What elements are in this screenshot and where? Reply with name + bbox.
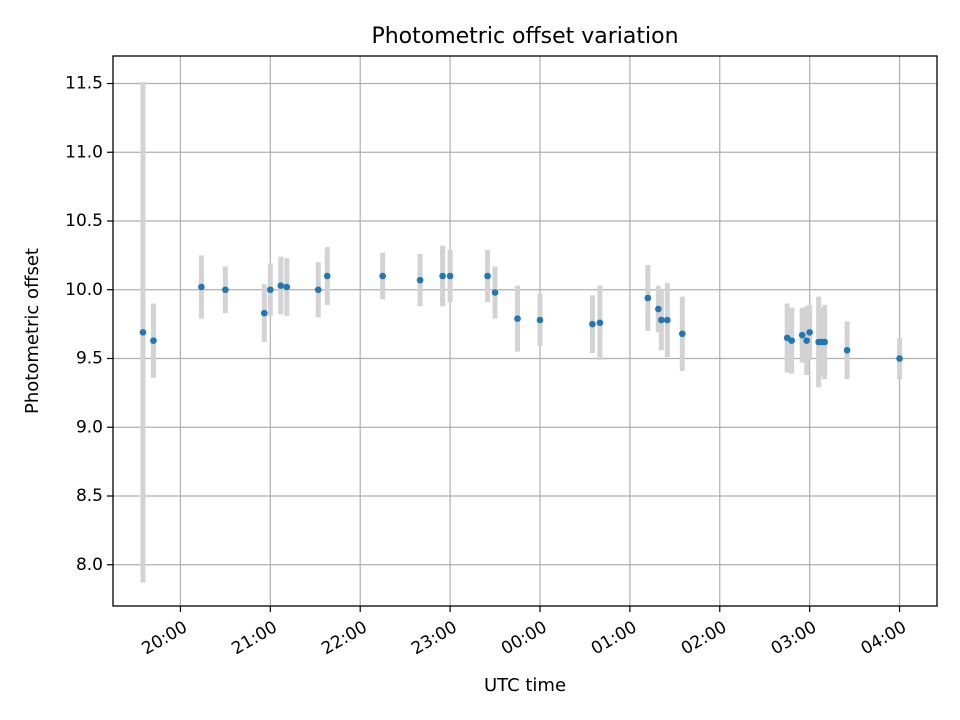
data-point — [821, 338, 828, 346]
data-point — [843, 346, 851, 354]
data-point — [439, 272, 446, 280]
data-point — [314, 286, 322, 294]
x-axis-label: UTC time — [484, 675, 566, 696]
y-axis-label: Photometric offset — [22, 248, 43, 414]
data-point — [150, 337, 157, 344]
data-point — [806, 329, 813, 336]
data-point — [222, 286, 229, 294]
data-point — [896, 355, 903, 362]
grid-lines — [113, 56, 937, 606]
data-point — [589, 320, 596, 328]
data-point — [484, 272, 491, 280]
x-tick-label: 03:00 — [768, 617, 820, 659]
data-point — [664, 316, 671, 324]
data-point — [798, 331, 806, 339]
axis-ticks: 20:00 21:00 22:00 23:00 00:00 01:00 02:00 03:00… — [65, 74, 910, 660]
y-tick-label: 10.5 — [65, 211, 103, 231]
data-point — [596, 319, 604, 327]
x-tick-label: 23:00 — [408, 617, 460, 659]
x-tick-label: 20:00 — [138, 617, 190, 659]
x-tick-label: 21:00 — [228, 617, 280, 659]
y-tick-label: 11.5 — [65, 74, 103, 94]
x-tick-label: 00:00 — [498, 617, 550, 659]
data-point — [416, 276, 424, 284]
data-point — [679, 330, 686, 338]
data-point — [491, 289, 499, 296]
data-point — [514, 315, 521, 322]
y-tick-label: 8.0 — [76, 555, 103, 575]
x-tick-label: 01:00 — [588, 617, 640, 659]
data-point — [655, 305, 662, 313]
y-tick-label: 10.0 — [65, 280, 103, 300]
plot-frame — [112, 55, 938, 607]
data-point — [283, 283, 291, 291]
y-tick-label: 9.0 — [76, 417, 103, 437]
chart-title: Photometric offset variation — [371, 24, 678, 49]
y-tick-label: 9.5 — [76, 349, 103, 369]
data-point — [139, 329, 147, 336]
x-tick-label: 04:00 — [858, 617, 910, 659]
x-tick-label: 02:00 — [678, 617, 730, 659]
data-point — [379, 272, 386, 280]
data-point — [536, 316, 544, 324]
data-points — [139, 272, 903, 362]
data-point — [198, 283, 205, 291]
y-tick-label: 11.0 — [65, 142, 103, 162]
data-point — [644, 294, 652, 302]
data-point — [277, 282, 285, 289]
data-point — [658, 316, 665, 324]
error-bars — [140, 82, 903, 583]
x-tick-label: 22:00 — [318, 617, 370, 659]
data-point — [261, 309, 268, 317]
data-point — [788, 337, 795, 344]
y-tick-label: 8.5 — [76, 486, 103, 506]
data-point — [446, 272, 454, 280]
data-point — [803, 337, 810, 344]
data-point — [323, 272, 331, 280]
data-point — [267, 286, 274, 294]
